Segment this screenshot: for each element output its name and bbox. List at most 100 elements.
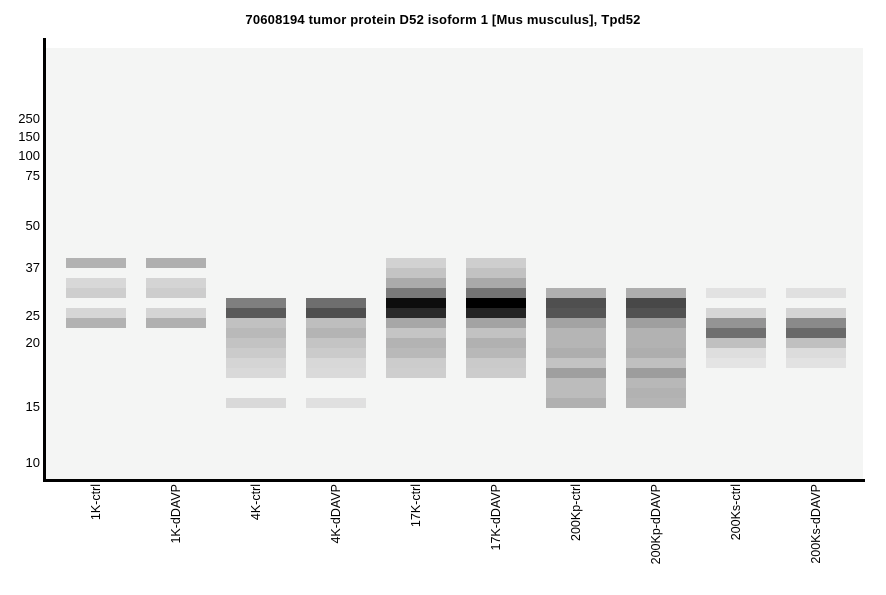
y-axis-line [43, 38, 46, 482]
gel-band [466, 278, 526, 288]
gel-band [386, 358, 446, 368]
gel-band [226, 348, 286, 358]
gel-band [226, 368, 286, 378]
gel-band [466, 298, 526, 308]
gel-lane [226, 258, 286, 418]
gel-band [626, 388, 686, 398]
gel-band [386, 278, 446, 288]
gel-band [306, 398, 366, 408]
gel-band [146, 308, 206, 318]
gel-band [306, 368, 366, 378]
gel-band [546, 358, 606, 368]
gel-band [386, 328, 446, 338]
gel-band [546, 338, 606, 348]
gel-band [386, 338, 446, 348]
gel-band [626, 308, 686, 318]
gel-band [626, 288, 686, 298]
lane-label: 17K-dDAVP [489, 484, 503, 551]
y-axis-tick-label: 25 [25, 308, 40, 323]
gel-band [226, 298, 286, 308]
gel-band [626, 348, 686, 358]
gel-lane [386, 258, 446, 418]
y-axis-tick-label: 75 [25, 168, 40, 183]
gel-band [706, 348, 766, 358]
gel-band [626, 338, 686, 348]
y-axis-tick-label: 250 [18, 111, 40, 126]
gel-band [706, 358, 766, 368]
gel-band [306, 338, 366, 348]
gel-band [626, 378, 686, 388]
gel-band [786, 318, 846, 328]
lane-label: 4K-dDAVP [329, 484, 343, 544]
gel-band [306, 308, 366, 318]
gel-band [466, 368, 526, 378]
gel-lane [546, 258, 606, 418]
gel-band [66, 258, 126, 268]
gel-lane [466, 258, 526, 418]
lane-label: 1K-ctrl [89, 484, 103, 521]
gel-band [546, 388, 606, 398]
lane-label: 17K-ctrl [409, 484, 423, 528]
gel-band [146, 318, 206, 328]
gel-band [546, 378, 606, 388]
gel-lane [146, 258, 206, 418]
gel-band [626, 318, 686, 328]
gel-band [546, 308, 606, 318]
gel-band [466, 268, 526, 278]
gel-band [386, 368, 446, 378]
gel-band [546, 348, 606, 358]
gel-band [386, 348, 446, 358]
gel-band [546, 398, 606, 408]
gel-band [306, 298, 366, 308]
gel-band [466, 288, 526, 298]
gel-lane [706, 258, 766, 418]
gel-band [226, 328, 286, 338]
x-axis-line [43, 479, 865, 482]
lane-label: 200Ks-dDAVP [809, 484, 823, 564]
gel-band [226, 398, 286, 408]
gel-band [546, 298, 606, 308]
gel-band [306, 348, 366, 358]
gel-band [466, 348, 526, 358]
gel-band [66, 278, 126, 288]
lane-label: 200Kp-ctrl [569, 484, 583, 541]
gel-lane [66, 258, 126, 418]
gel-band [626, 358, 686, 368]
y-axis-tick-label: 15 [25, 399, 40, 414]
gel-band [786, 288, 846, 298]
gel-band [706, 328, 766, 338]
gel-band [626, 328, 686, 338]
gel-band [386, 288, 446, 298]
gel-band [706, 308, 766, 318]
gel-band [66, 318, 126, 328]
gel-band [66, 308, 126, 318]
gel-band [626, 298, 686, 308]
gel-band [546, 318, 606, 328]
gel-band [706, 288, 766, 298]
gel-band [626, 368, 686, 378]
gel-band [226, 338, 286, 348]
gel-band [546, 288, 606, 298]
gel-band [386, 298, 446, 308]
gel-band [466, 338, 526, 348]
gel-band [226, 318, 286, 328]
gel-band [146, 288, 206, 298]
y-axis-tick-label: 50 [25, 218, 40, 233]
y-axis-tick-label: 37 [25, 260, 40, 275]
gel-band [146, 278, 206, 288]
lane-label: 200Ks-ctrl [729, 484, 743, 541]
gel-band [546, 328, 606, 338]
gel-band [386, 268, 446, 278]
gel-band [226, 358, 286, 368]
gel-lane [786, 258, 846, 418]
chart-title: 70608194 tumor protein D52 isoform 1 [Mu… [245, 12, 641, 27]
y-axis-tick-label: 150 [18, 129, 40, 144]
gel-band [66, 288, 126, 298]
gel-band [706, 318, 766, 328]
gel-lane [626, 258, 686, 418]
gel-band [466, 328, 526, 338]
gel-band [386, 308, 446, 318]
gel-band [306, 328, 366, 338]
gel-band [786, 358, 846, 368]
